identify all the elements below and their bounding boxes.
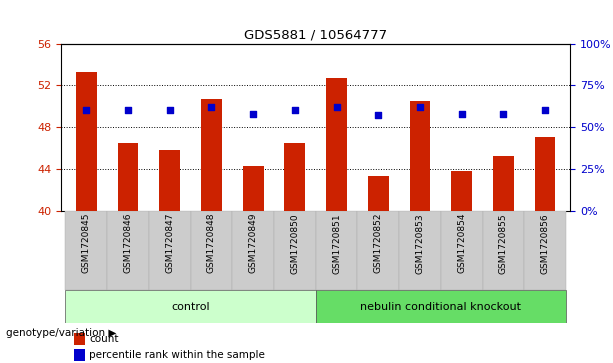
Point — [540, 107, 550, 113]
Bar — [326, 78, 347, 211]
Point — [373, 113, 383, 118]
Bar — [149, 211, 191, 290]
Text: GSM1720851: GSM1720851 — [332, 213, 341, 274]
Text: control: control — [171, 302, 210, 312]
Text: GSM1720846: GSM1720846 — [124, 213, 132, 273]
Text: percentile rank within the sample: percentile rank within the sample — [89, 350, 265, 360]
Bar — [493, 156, 514, 211]
Text: GSM1720853: GSM1720853 — [416, 213, 424, 274]
Bar — [482, 211, 524, 290]
Text: GSM1720845: GSM1720845 — [82, 213, 91, 273]
Bar — [74, 349, 85, 361]
Bar — [409, 101, 430, 211]
Text: genotype/variation ▶: genotype/variation ▶ — [6, 328, 116, 338]
Bar — [66, 211, 107, 290]
Text: count: count — [89, 334, 118, 344]
Bar — [357, 211, 399, 290]
Point — [457, 111, 466, 117]
Point — [248, 111, 258, 117]
Bar — [451, 171, 472, 211]
Text: GSM1720847: GSM1720847 — [166, 213, 174, 273]
Bar — [74, 333, 85, 345]
Bar — [201, 99, 222, 211]
Title: GDS5881 / 10564777: GDS5881 / 10564777 — [244, 28, 387, 41]
Text: GSM1720852: GSM1720852 — [374, 213, 383, 273]
Text: GSM1720855: GSM1720855 — [499, 213, 508, 274]
Point — [290, 107, 300, 113]
Bar — [66, 290, 316, 323]
Text: nebulin conditional knockout: nebulin conditional knockout — [360, 302, 521, 312]
Bar — [159, 150, 180, 211]
Bar — [232, 211, 274, 290]
Point — [123, 107, 133, 113]
Point — [415, 104, 425, 110]
Text: GSM1720856: GSM1720856 — [541, 213, 550, 274]
Text: GSM1720854: GSM1720854 — [457, 213, 466, 273]
Point — [207, 104, 216, 110]
Bar — [191, 211, 232, 290]
Bar — [441, 211, 482, 290]
Point — [332, 104, 341, 110]
Bar — [524, 211, 566, 290]
Bar — [76, 72, 97, 211]
Text: GSM1720848: GSM1720848 — [207, 213, 216, 273]
Bar — [118, 143, 139, 211]
Text: GSM1720850: GSM1720850 — [291, 213, 299, 274]
Bar — [316, 211, 357, 290]
Text: GSM1720849: GSM1720849 — [249, 213, 257, 273]
Bar — [284, 143, 305, 211]
Bar — [368, 176, 389, 211]
Bar — [107, 211, 149, 290]
Point — [165, 107, 175, 113]
Bar — [243, 166, 264, 211]
Bar — [535, 138, 555, 211]
Point — [82, 107, 91, 113]
Bar — [399, 211, 441, 290]
Point — [498, 111, 508, 117]
Bar — [274, 211, 316, 290]
Bar — [316, 290, 566, 323]
